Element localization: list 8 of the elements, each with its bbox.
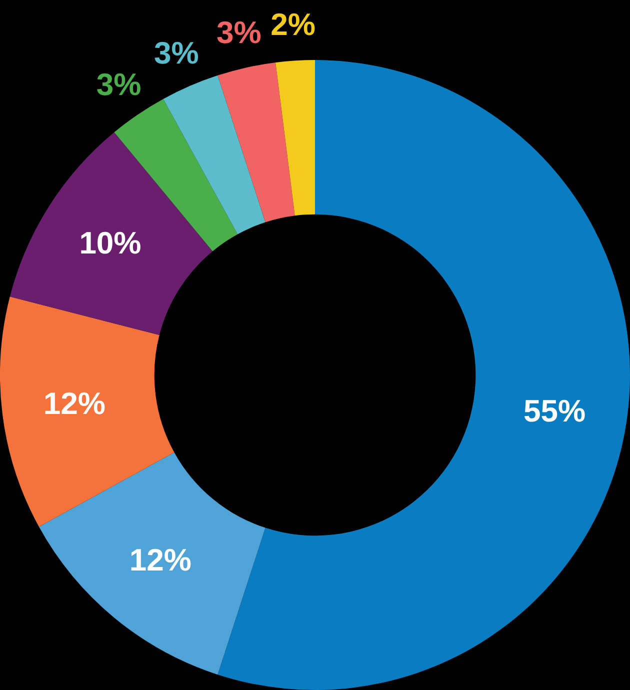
data-label: 3% <box>96 66 142 102</box>
data-label: 12% <box>129 542 192 578</box>
data-label: 12% <box>43 386 106 421</box>
data-label: 3% <box>154 35 199 70</box>
data-label: 55% <box>524 393 586 428</box>
data-label: 2% <box>270 7 316 42</box>
data-label: 10% <box>79 226 142 261</box>
data-label: 3% <box>216 14 262 50</box>
